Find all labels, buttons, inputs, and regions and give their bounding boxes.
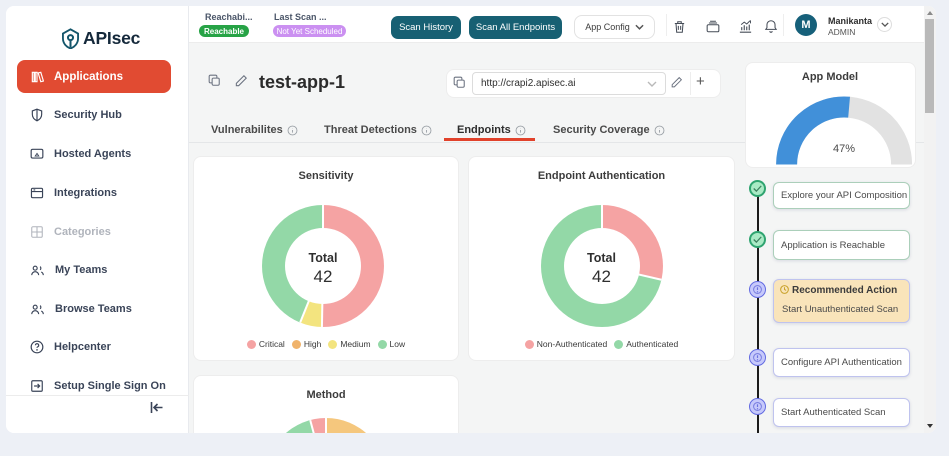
- svg-text:47%: 47%: [832, 143, 854, 155]
